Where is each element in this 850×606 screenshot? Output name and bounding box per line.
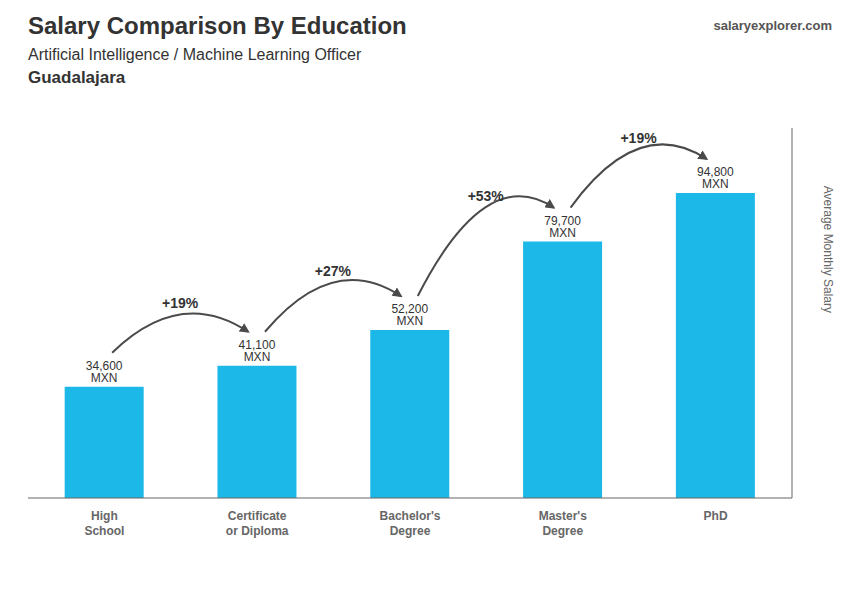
svg-text:+27%: +27% (315, 263, 352, 279)
svg-text:Average Monthly Salary: Average Monthly Salary (821, 186, 835, 313)
svg-text:79,700MXN: 79,700MXN (544, 214, 581, 240)
svg-text:52,200MXN: 52,200MXN (391, 302, 428, 328)
html-text:Guadalajara: Guadalajara (28, 68, 126, 87)
svg-text:+19%: +19% (162, 295, 199, 311)
svg-text:Bachelor'sDegree: Bachelor'sDegree (380, 509, 441, 538)
svg-text:PhD: PhD (704, 509, 728, 523)
svg-text:Certificateor Diploma: Certificateor Diploma (226, 509, 289, 538)
svg-text:+19%: +19% (620, 130, 657, 146)
html-text:salaryexplorer.com: salaryexplorer.com (713, 18, 832, 33)
svg-text:Master'sDegree: Master'sDegree (539, 509, 588, 538)
html-text:Salary Comparison By Education: Salary Comparison By Education (28, 12, 407, 39)
svg-text:41,100MXN: 41,100MXN (239, 338, 276, 364)
svg-text:+53%: +53% (468, 188, 505, 204)
svg-text:HighSchool: HighSchool (84, 509, 124, 538)
html-text:Artificial Intelligence / Mach: Artificial Intelligence / Machine Learni… (28, 46, 362, 63)
svg-text:34,600MXN: 34,600MXN (86, 359, 123, 385)
svg-text:94,800MXN: 94,800MXN (697, 165, 734, 191)
